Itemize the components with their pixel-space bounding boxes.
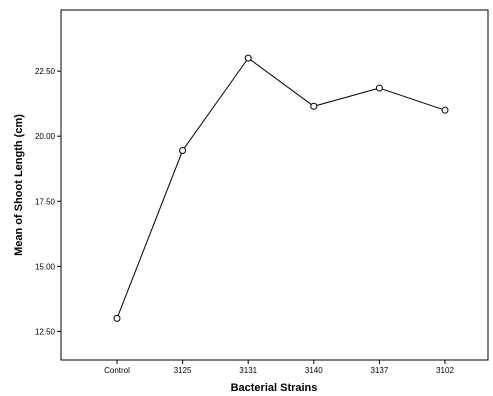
x-tick-label: 3140 [305, 366, 323, 375]
x-tick-label: 3125 [174, 366, 192, 375]
data-point [441, 106, 449, 114]
y-tick-label: 17.50 [35, 197, 56, 206]
data-point [113, 314, 121, 322]
series-line [116, 57, 446, 319]
data-point [375, 84, 383, 92]
x-axis-title: Bacterial Strains [231, 382, 318, 394]
data-point [244, 54, 252, 62]
data-point [310, 102, 318, 110]
y-axis-ticks: 12.50 15.00 17.50 20.00 22.50 [35, 67, 61, 336]
y-tick-label: 15.00 [35, 262, 56, 271]
x-tick-label: 3131 [239, 366, 257, 375]
x-axis-ticks: Control 3125 3131 3140 3137 3102 [104, 360, 454, 375]
y-tick-label: 22.50 [35, 67, 56, 76]
x-tick-label: 3137 [371, 366, 389, 375]
y-tick-label: 12.50 [35, 327, 56, 336]
x-tick-label: 3102 [436, 366, 454, 375]
x-tick-label: Control [104, 366, 130, 375]
data-point [179, 147, 187, 155]
plot-frame [60, 9, 489, 361]
y-tick-label: 20.00 [35, 132, 56, 141]
data-points [113, 54, 449, 322]
y-axis-title: Mean of Shoot Length (cm) [13, 114, 25, 256]
